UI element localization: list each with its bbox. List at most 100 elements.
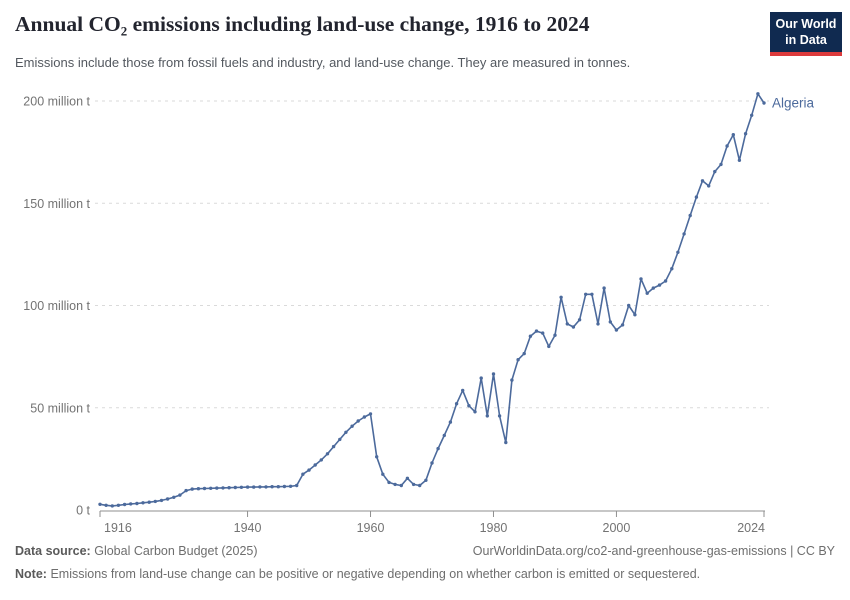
data-point[interactable] bbox=[405, 476, 410, 480]
data-point[interactable] bbox=[418, 483, 422, 488]
data-point[interactable] bbox=[221, 486, 225, 490]
data-point[interactable] bbox=[252, 485, 256, 489]
data-point[interactable] bbox=[547, 344, 551, 349]
data-point[interactable] bbox=[510, 378, 514, 382]
data-point[interactable] bbox=[338, 437, 342, 442]
data-point[interactable] bbox=[473, 410, 477, 414]
data-point[interactable] bbox=[620, 323, 625, 327]
data-point[interactable] bbox=[295, 483, 299, 488]
data-point[interactable] bbox=[516, 358, 520, 362]
data-point[interactable] bbox=[614, 328, 619, 332]
data-point[interactable] bbox=[725, 144, 729, 148]
data-point[interactable] bbox=[350, 424, 354, 428]
data-point[interactable] bbox=[688, 213, 692, 218]
data-point[interactable] bbox=[153, 499, 157, 504]
data-point[interactable] bbox=[750, 113, 754, 118]
data-point[interactable] bbox=[178, 493, 182, 497]
data-point[interactable] bbox=[737, 158, 742, 162]
data-point[interactable] bbox=[571, 325, 576, 329]
data-point[interactable] bbox=[196, 487, 201, 491]
data-point[interactable] bbox=[362, 415, 367, 419]
data-point[interactable] bbox=[356, 419, 360, 423]
data-point[interactable] bbox=[645, 291, 649, 295]
data-point[interactable] bbox=[762, 101, 766, 105]
data-point[interactable] bbox=[430, 461, 434, 465]
data-point[interactable] bbox=[731, 133, 735, 137]
data-point[interactable] bbox=[98, 502, 102, 506]
data-point[interactable] bbox=[387, 480, 391, 485]
data-point[interactable] bbox=[411, 482, 416, 487]
data-point[interactable] bbox=[215, 486, 219, 490]
data-point[interactable] bbox=[670, 267, 674, 271]
data-point[interactable] bbox=[313, 463, 317, 467]
data-point[interactable] bbox=[393, 482, 397, 487]
data-point[interactable] bbox=[184, 488, 188, 493]
data-point[interactable] bbox=[270, 485, 274, 489]
data-point[interactable] bbox=[135, 501, 139, 506]
data-point[interactable] bbox=[122, 502, 127, 507]
data-point[interactable] bbox=[528, 334, 533, 338]
data-point[interactable] bbox=[700, 179, 705, 183]
data-point[interactable] bbox=[172, 495, 176, 499]
data-point[interactable] bbox=[497, 414, 502, 418]
data-point[interactable] bbox=[209, 486, 213, 490]
data-point[interactable] bbox=[485, 414, 489, 418]
data-point[interactable] bbox=[116, 503, 121, 507]
data-point[interactable] bbox=[319, 458, 323, 462]
data-point[interactable] bbox=[707, 184, 711, 188]
data-point[interactable] bbox=[202, 486, 207, 491]
data-point[interactable] bbox=[676, 250, 680, 254]
data-point[interactable] bbox=[282, 484, 287, 489]
data-point[interactable] bbox=[608, 320, 612, 324]
data-point[interactable] bbox=[584, 292, 588, 296]
owid-logo[interactable]: Our World in Data bbox=[770, 12, 842, 57]
data-point[interactable] bbox=[442, 433, 446, 438]
data-point[interactable] bbox=[276, 485, 280, 489]
data-point[interactable] bbox=[479, 376, 483, 380]
data-point[interactable] bbox=[325, 452, 330, 456]
data-point[interactable] bbox=[657, 283, 662, 287]
data-point[interactable] bbox=[651, 286, 655, 290]
data-point[interactable] bbox=[159, 498, 164, 503]
data-point[interactable] bbox=[245, 485, 250, 489]
data-point[interactable] bbox=[633, 313, 637, 317]
data-point[interactable] bbox=[602, 286, 606, 290]
data-point[interactable] bbox=[190, 487, 194, 491]
data-point[interactable] bbox=[663, 279, 668, 283]
data-point[interactable] bbox=[110, 504, 115, 508]
data-point[interactable] bbox=[639, 277, 643, 281]
data-point[interactable] bbox=[541, 331, 545, 335]
data-point[interactable] bbox=[565, 322, 569, 326]
data-point[interactable] bbox=[381, 472, 385, 476]
data-point[interactable] bbox=[258, 485, 262, 489]
data-point[interactable] bbox=[129, 502, 133, 506]
data-point[interactable] bbox=[233, 485, 237, 490]
data-point[interactable] bbox=[596, 322, 600, 326]
data-point[interactable] bbox=[368, 412, 373, 416]
data-point[interactable] bbox=[743, 132, 748, 136]
data-point[interactable] bbox=[461, 388, 465, 393]
data-point[interactable] bbox=[399, 483, 403, 488]
data-point[interactable] bbox=[239, 485, 244, 489]
data-point[interactable] bbox=[147, 500, 151, 504]
data-point[interactable] bbox=[627, 303, 631, 308]
data-point[interactable] bbox=[713, 169, 717, 174]
data-point[interactable] bbox=[344, 430, 348, 434]
data-point[interactable] bbox=[682, 232, 686, 236]
data-point[interactable] bbox=[436, 446, 440, 451]
data-point[interactable] bbox=[467, 404, 471, 408]
data-point[interactable] bbox=[375, 455, 379, 459]
data-point[interactable] bbox=[694, 195, 699, 199]
data-point[interactable] bbox=[448, 420, 453, 424]
data-point[interactable] bbox=[491, 372, 496, 376]
data-point[interactable] bbox=[141, 501, 145, 505]
data-point[interactable] bbox=[288, 484, 293, 488]
data-point[interactable] bbox=[577, 318, 582, 322]
data-point[interactable] bbox=[522, 351, 526, 356]
data-point[interactable] bbox=[559, 295, 563, 299]
data-point[interactable] bbox=[307, 468, 311, 472]
data-point[interactable] bbox=[301, 472, 305, 476]
data-point[interactable] bbox=[553, 333, 557, 337]
data-point[interactable] bbox=[331, 444, 336, 449]
data-point[interactable] bbox=[454, 402, 459, 406]
